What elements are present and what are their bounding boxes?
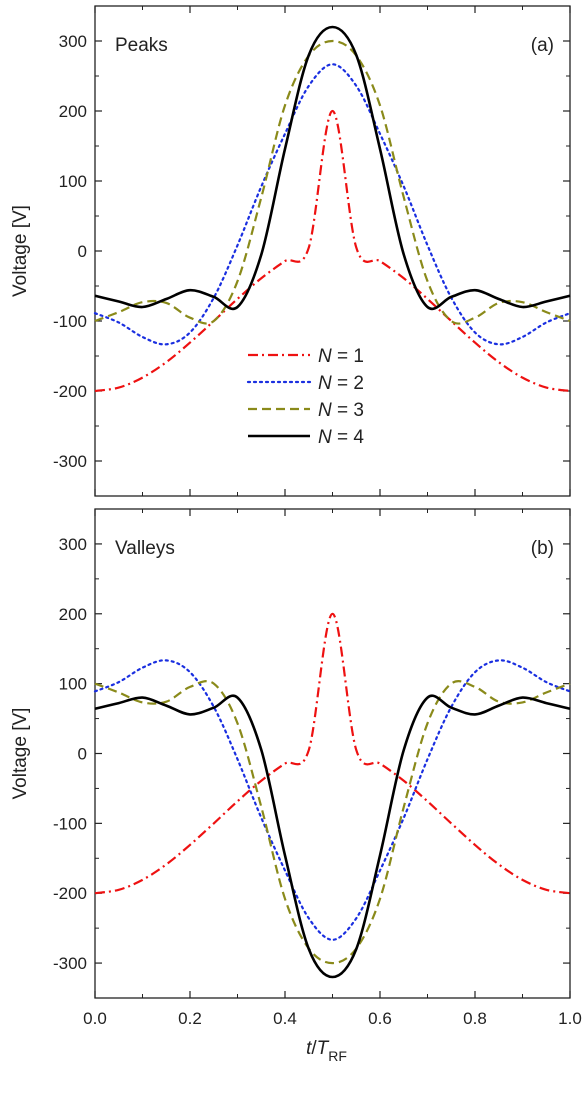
series-line-n3: [94, 39, 571, 325]
series-line-n2: [93, 659, 572, 941]
y-tick-label: 0: [78, 745, 87, 764]
x-axis-title-t: t: [306, 1038, 312, 1059]
x-tick-label: 1.0: [558, 1009, 582, 1028]
y-tick-label: 200: [59, 102, 87, 121]
y-tick-label: 300: [59, 535, 87, 554]
x-tick-label: 0.8: [463, 1009, 487, 1028]
y-tick-label: 200: [59, 605, 87, 624]
series-line-n1: [94, 612, 571, 895]
legend-label-n2: N = 2: [318, 373, 364, 394]
legend-label-value: = 4: [332, 427, 365, 448]
legend-label-symbol: N: [318, 346, 332, 367]
y-tick-label: -100: [53, 312, 87, 331]
y-tick-label: -100: [53, 814, 87, 833]
panel-annotation: Peaks: [115, 35, 168, 56]
legend-label-value: = 2: [332, 373, 364, 394]
x-tick-label: 0.4: [273, 1009, 297, 1028]
legend-label-symbol: N: [318, 373, 332, 394]
y-tick-label: -200: [53, 382, 87, 401]
legend-label-n1: N = 1: [318, 346, 364, 367]
plot-frame: [94, 508, 571, 999]
y-tick-label: 300: [59, 32, 87, 51]
panel-a: -300 -200 -100 0 100 200 300 Voltage [V] Peaks (a…: [10, 5, 572, 497]
legend-label-value: = 3: [332, 400, 364, 421]
y-tick-label: 0: [78, 242, 87, 261]
y-tick-label: -300: [53, 452, 87, 471]
x-tick-label: 0.2: [178, 1009, 202, 1028]
panel-annotation: Valleys: [115, 538, 175, 559]
x-axis-title: t/TRF: [306, 1038, 347, 1064]
series-line-n4: [94, 694, 571, 979]
panel-label: (a): [531, 35, 554, 56]
legend-label-value: = 1: [332, 346, 364, 367]
legend-label-n3: N = 3: [318, 400, 364, 421]
y-tick-label: 100: [59, 675, 87, 694]
y-tick-label: -300: [53, 954, 87, 973]
y-axis-title: Voltage [V]: [10, 708, 31, 800]
series-line-n3: [94, 680, 571, 965]
y-axis-title: Voltage [V]: [10, 205, 31, 297]
panel-b: -300 -200 -100 0 100 200 300 Voltage [V] 0.0 0.2 0…: [10, 508, 582, 1064]
x-tick-label: 0.0: [83, 1009, 107, 1028]
legend-label-symbol: N: [318, 427, 332, 448]
x-tick-label: 0.6: [368, 1009, 392, 1028]
series-line-n4: [94, 25, 571, 311]
x-axis-title-sep: /: [311, 1038, 317, 1059]
x-axis-title-sub: RF: [328, 1048, 347, 1064]
panel-label: (b): [531, 538, 554, 559]
plot-frame: [94, 5, 571, 497]
series-line-n2: [93, 63, 572, 346]
x-axis-title-T: T: [317, 1038, 330, 1059]
y-tick-label: 100: [59, 172, 87, 191]
legend-label-n4: N = 4: [318, 427, 364, 448]
y-tick-label: -200: [53, 884, 87, 903]
legend-label-symbol: N: [318, 400, 332, 421]
series-line-n1: [94, 109, 571, 393]
